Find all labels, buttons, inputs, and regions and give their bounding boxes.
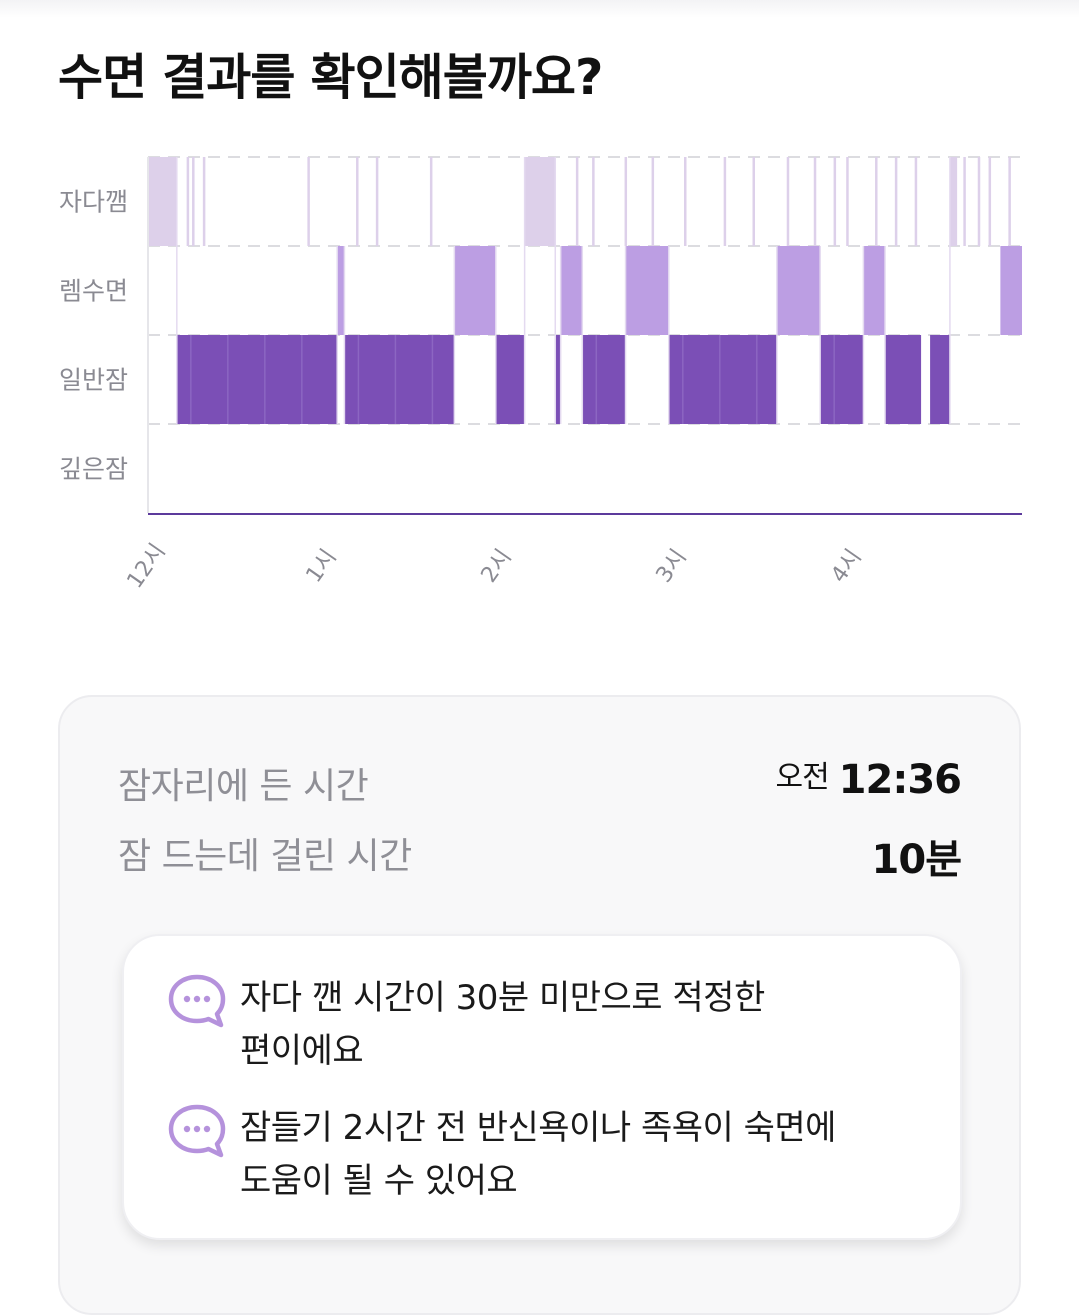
sleep-tips-box: 자다 깬 시간이 30분 미만으로 적정한 편이에요 잠들기 2시간 전 반신욕…: [122, 934, 962, 1240]
x-tick-label: 3시: [652, 545, 692, 587]
awake-tick: [846, 157, 849, 246]
sleep-segment: [454, 246, 496, 335]
x-tick-label: 1시: [302, 545, 342, 587]
sleep-summary-card: 잠자리에 든 시간 오전 12:36 잠 드는데 걸린 시간 10분 자다 깬 시…: [58, 695, 1021, 1315]
awake-tick: [786, 157, 790, 246]
sleep-segment: [344, 335, 455, 424]
sleep-segment: [176, 335, 338, 424]
sleep-segment: [930, 335, 950, 424]
awake-tick: [429, 157, 433, 246]
awake-tick: [723, 157, 727, 246]
bedtime-am-pm: 오전: [775, 760, 829, 795]
tip-text-line: 자다 깬 시간이 30분 미만으로 적정한: [240, 978, 765, 1018]
awake-tick: [356, 157, 359, 246]
awake-tick: [833, 157, 837, 246]
sleep-segment: [495, 335, 525, 424]
latency-value: 10분: [871, 837, 962, 883]
bedtime-label: 잠자리에 든 시간: [118, 766, 369, 807]
awake-tick: [375, 157, 379, 246]
sleep-segment: [820, 335, 864, 424]
awake-tick: [977, 157, 981, 246]
tip-text-line: 도움이 될 수 있어요: [240, 1161, 518, 1201]
sleep-segment: [863, 246, 886, 335]
y-axis-label: 일반잠: [59, 366, 128, 395]
y-axis-label: 자다깸: [59, 188, 128, 217]
page-title: 수면 결과를 확인해볼까요?: [58, 49, 603, 106]
awake-tick: [1008, 157, 1011, 246]
sleep-segment: [668, 335, 777, 424]
x-tick-label: 12시: [123, 539, 171, 593]
awake-tick: [592, 157, 595, 246]
bedtime-value: 12:36: [838, 757, 962, 803]
tip-text: 잠들기 2시간 전 반신욕이나 족욕이 숙면에 도움이 될 수 있어요: [240, 1102, 930, 1208]
sleep-segment: [949, 157, 958, 246]
sleep-segment: [776, 246, 821, 335]
sleep-segment: [1000, 246, 1022, 335]
sleep-segment: [885, 335, 922, 424]
awake-tick: [202, 157, 206, 246]
y-axis-label: 렘수면: [59, 277, 128, 306]
sleep-segment: [560, 246, 583, 335]
awake-tick: [914, 157, 918, 246]
sleep-segment: [625, 246, 669, 335]
awake-tick: [684, 157, 687, 246]
awake-tick: [651, 157, 655, 246]
awake-tick: [894, 157, 898, 246]
tip-text-line: 잠들기 2시간 전 반신욕이나 족욕이 숙면에: [240, 1108, 836, 1148]
awake-tick: [186, 157, 190, 246]
tip-text: 자다 깬 시간이 30분 미만으로 적정한 편이에요: [240, 972, 930, 1078]
bedtime-row: 잠자리에 든 시간 오전 12:36: [118, 757, 962, 813]
awake-tick: [963, 157, 966, 246]
sleep-segment: [148, 157, 177, 246]
chat-bubble-icon: [168, 1104, 226, 1158]
awake-tick: [624, 157, 628, 246]
sleep-segment: [555, 335, 561, 424]
chat-bubble-icon: [168, 974, 226, 1028]
x-tick-label: 2시: [477, 545, 517, 587]
top-edge-shadow: [0, 0, 1079, 18]
x-tick-label: 4시: [827, 545, 867, 587]
y-axis-label: 깊은잠: [59, 455, 128, 484]
awake-tick: [875, 157, 878, 246]
awake-tick: [307, 157, 310, 246]
awake-tick: [192, 157, 195, 246]
awake-tick: [988, 157, 992, 246]
tip-text-line: 편이에요: [240, 1031, 364, 1071]
sleep-segment: [337, 246, 345, 335]
awake-tick: [752, 157, 755, 246]
awake-tick: [813, 157, 817, 246]
sleep-segment: [524, 157, 556, 246]
bedtime-value-group: 오전 12:36: [775, 757, 962, 803]
latency-row: 잠 드는데 걸린 시간 10분: [118, 827, 962, 883]
sleep-segment: [582, 335, 626, 424]
awake-tick: [575, 157, 579, 246]
latency-label: 잠 드는데 걸린 시간: [118, 836, 412, 877]
